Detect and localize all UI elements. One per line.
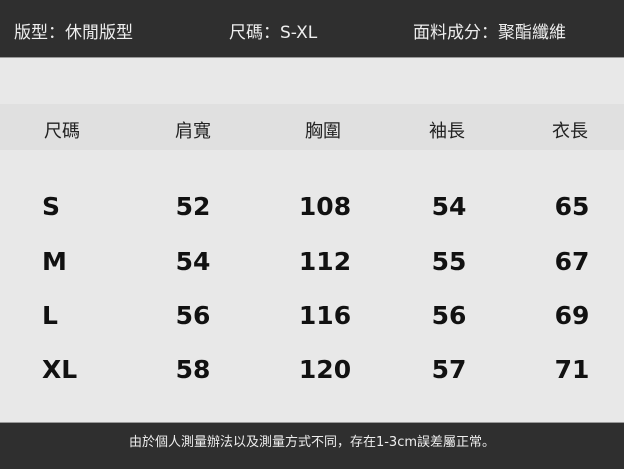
cell-chest: 108	[298, 192, 352, 221]
table-header: 尺碼 肩寬 胸圍 袖長 衣長	[0, 104, 624, 150]
cell-length: 69	[554, 301, 590, 330]
cell-size: XL	[42, 355, 78, 384]
cell-shoulder: 54	[175, 247, 211, 276]
header-size: 尺碼	[44, 121, 80, 142]
cell-sleeve: 54	[431, 192, 467, 221]
fit-info: 版型：休閒版型	[14, 23, 133, 43]
cell-sleeve: 56	[431, 301, 467, 330]
footer-note: 由於個人測量辦法以及測量方式不同，存在1-3cm誤差屬正常。	[0, 422, 624, 469]
header-shoulder: 肩寬	[175, 121, 211, 142]
header-length: 衣長	[552, 121, 588, 142]
cell-length: 67	[554, 247, 590, 276]
cell-shoulder: 58	[175, 355, 211, 384]
table-row: L 56 116 56 69	[0, 301, 624, 341]
cell-shoulder: 52	[175, 192, 211, 221]
table-row: S 52 108 54 65	[0, 192, 624, 232]
material-info: 面料成分：聚酯纖維	[413, 23, 566, 43]
size-range-info: 尺碼：S-XL	[229, 23, 318, 43]
cell-length: 71	[554, 355, 590, 384]
cell-chest: 112	[298, 247, 352, 276]
cell-shoulder: 56	[175, 301, 211, 330]
cell-chest: 120	[298, 355, 352, 384]
cell-size: S	[42, 192, 61, 221]
info-bar: 版型：休閒版型 尺碼：S-XL 面料成分：聚酯纖維	[0, 0, 624, 58]
header-sleeve: 袖長	[429, 121, 465, 142]
table-row: XL 58 120 57 71	[0, 355, 624, 395]
table-row: M 54 112 55 67	[0, 247, 624, 287]
cell-size: L	[42, 301, 58, 330]
cell-chest: 116	[298, 301, 352, 330]
cell-sleeve: 57	[431, 355, 467, 384]
header-chest: 胸圍	[305, 121, 341, 142]
cell-sleeve: 55	[431, 247, 467, 276]
cell-length: 65	[554, 192, 590, 221]
cell-size: M	[42, 247, 67, 276]
